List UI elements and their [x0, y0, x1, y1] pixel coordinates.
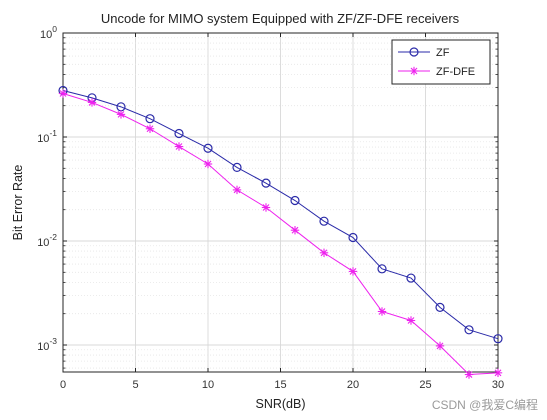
- legend-label-zf-dfe: ZF-DFE: [436, 66, 475, 78]
- x-tick-label: 30: [492, 379, 504, 391]
- data-point-zf-dfe: [290, 226, 300, 235]
- data-point-zf-dfe: [406, 316, 416, 325]
- axis-ticks: 0 5 10 15 20 25 30 100 10-1 10-2 10-3: [37, 24, 504, 391]
- data-point-zf-dfe: [261, 203, 271, 212]
- y-tick-label: 10-1: [37, 128, 57, 145]
- chart-title: Uncode for MIMO system Equipped with ZF/…: [101, 11, 460, 26]
- watermark: CSDN @我爱C编程: [432, 397, 538, 412]
- data-point-zf: [232, 162, 242, 173]
- x-axis-label: SNR(dB): [255, 397, 305, 411]
- data-point-zf-dfe: [464, 370, 474, 379]
- y-tick-label: 10-3: [37, 336, 57, 353]
- data-point-zf: [464, 325, 474, 335]
- data-point-zf: [319, 216, 329, 226]
- x-tick-label: 20: [347, 379, 359, 391]
- data-point-zf: [203, 143, 213, 153]
- data-point-zf: [290, 195, 300, 206]
- x-tick-label: 0: [60, 379, 66, 391]
- data-point-zf: [145, 114, 155, 124]
- data-point-zf-dfe: [174, 142, 184, 151]
- data-point-zf: [348, 232, 358, 243]
- legend-label-zf: ZF: [436, 47, 450, 59]
- data-point-zf: [261, 178, 271, 188]
- data-point-zf: [377, 264, 387, 274]
- data-point-zf: [493, 334, 503, 344]
- x-tick-label: 25: [419, 379, 431, 391]
- data-point-zf: [406, 273, 416, 283]
- legend-marker-zf: [409, 47, 419, 57]
- series-line-zf: [62, 90, 499, 340]
- data-point-zf-dfe: [319, 248, 329, 258]
- data-point-zf-dfe: [58, 89, 68, 98]
- data-point-zf-dfe: [145, 124, 155, 133]
- y-tick-label: 10-2: [37, 232, 57, 249]
- legend-box: [391, 39, 491, 85]
- data-point-zf-dfe: [435, 341, 445, 351]
- legend-marker-zf-dfe: [409, 66, 419, 76]
- x-tick-label: 10: [202, 379, 214, 391]
- series-line-zf-dfe: [62, 93, 499, 376]
- data-point-zf-dfe: [377, 307, 387, 316]
- data-point-zf-dfe: [493, 368, 503, 378]
- x-tick-label: 5: [132, 379, 138, 391]
- data-point-zf-dfe: [232, 185, 242, 195]
- y-tick-label: 100: [40, 24, 57, 41]
- data-point-zf: [174, 128, 184, 139]
- data-point-zf-dfe: [203, 159, 213, 169]
- data-point-zf-dfe: [116, 110, 126, 119]
- data-point-zf: [435, 302, 445, 312]
- data-point-zf-dfe: [348, 267, 358, 276]
- legend: ZF ZF-DFE: [391, 39, 491, 85]
- y-axis-label: Bit Error Rate: [11, 165, 25, 241]
- x-tick-label: 15: [274, 379, 286, 391]
- data-point-zf-dfe: [87, 98, 97, 107]
- series-layer: [58, 85, 503, 379]
- grid: [62, 33, 499, 372]
